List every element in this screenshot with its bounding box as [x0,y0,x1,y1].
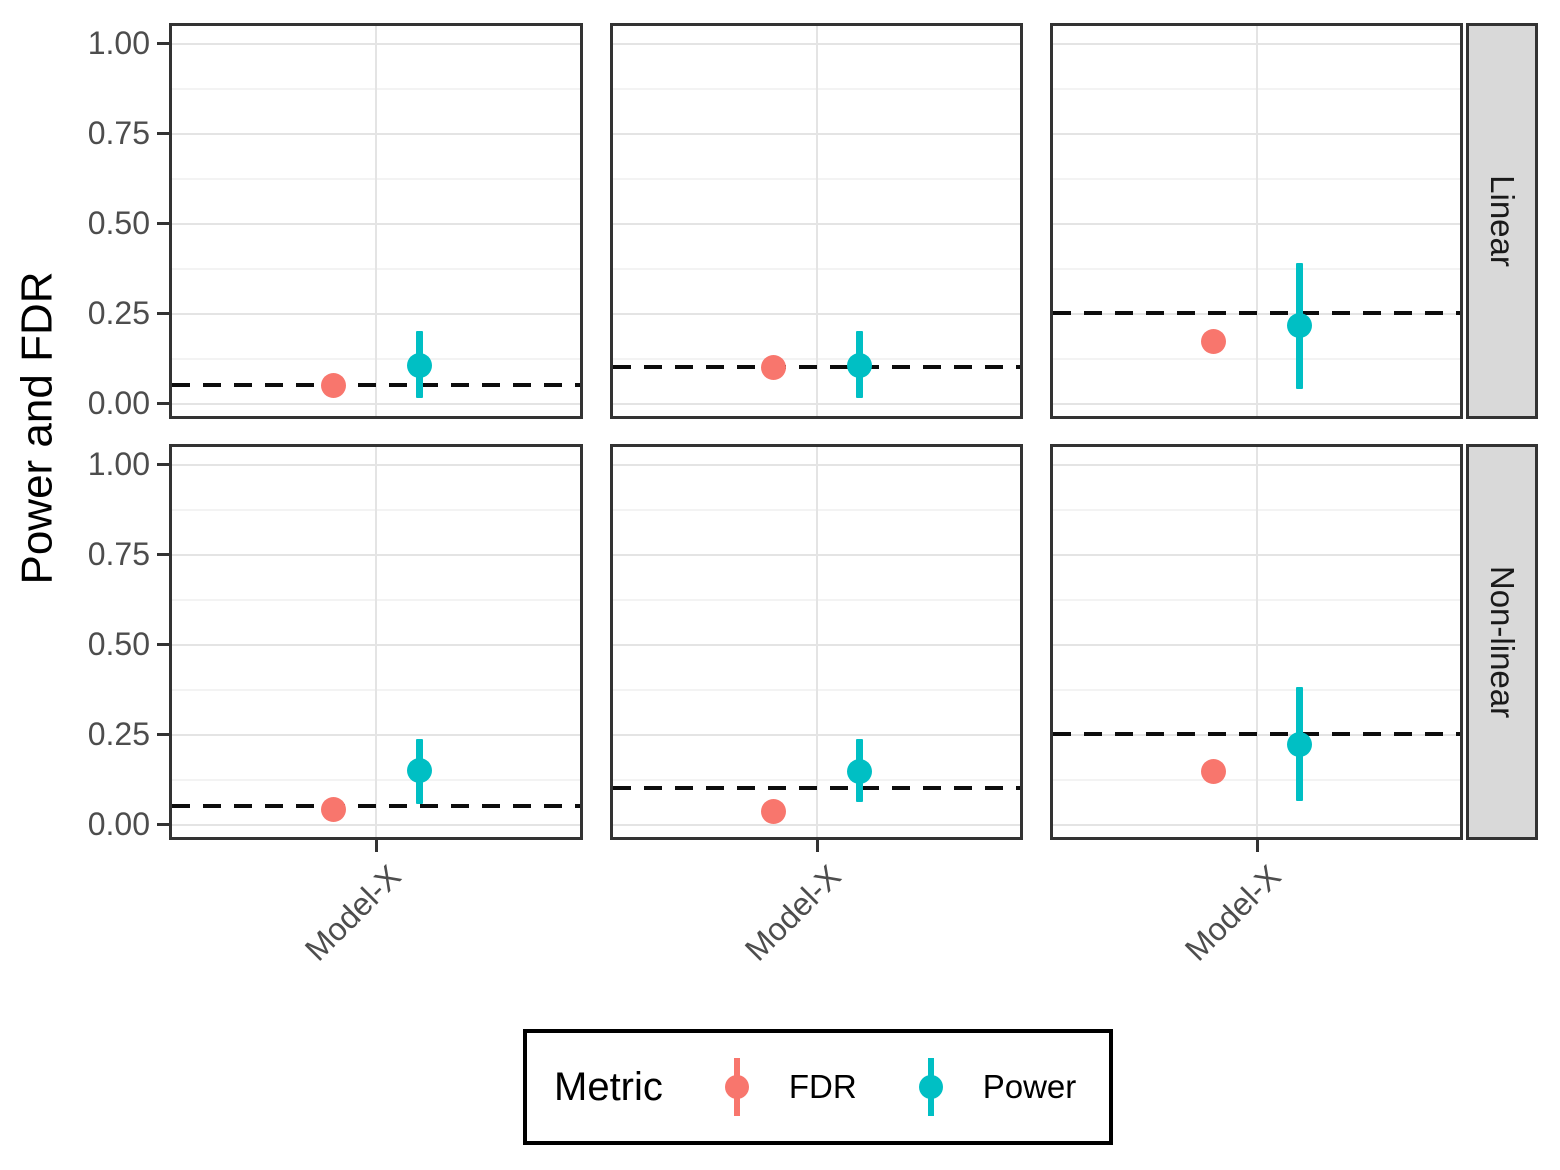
target-fdr-dashed-line [1053,311,1460,315]
x-tick-label-model-x: Model-X [1178,858,1288,968]
target-fdr-dashed-line [613,365,1020,369]
y-tick-mark [157,463,169,466]
facet-strip-non-linear: Non-linear [1466,444,1538,840]
target-fdr-dashed-line [172,804,580,808]
gridline-vertical [815,26,818,416]
facet-strip-label: Non-linear [1484,565,1521,719]
y-tick-mark [157,312,169,315]
power-pointrange-key-icon [918,1058,943,1116]
legend-label-power: Power [982,1068,1077,1105]
panel-linear-3 [1050,23,1463,419]
x-tick-label-model-x: Model-X [738,858,848,968]
gridline-vertical [1255,447,1258,837]
power-point [406,757,432,783]
y-tick-label: 1.00 [87,25,150,61]
legend-item-power: Power [918,1058,1077,1116]
gridline-vertical [375,26,377,416]
target-fdr-dashed-line [613,786,1020,790]
y-tick-label: 0.25 [87,716,150,752]
fdr-point [761,798,786,824]
y-tick-mark [157,823,169,826]
y-tick-label: 0.75 [87,536,150,572]
y-tick-label: 1.00 [87,446,150,482]
y-tick-mark [157,733,169,736]
legend: Metric FDR Power [523,1029,1113,1145]
x-tick-mark [1255,840,1259,852]
x-tick-mark [815,840,819,852]
y-tick-label: 0.50 [87,626,150,662]
x-tick-label-model-x: Model-X [297,858,408,968]
panel-linear-1 [169,23,583,419]
power-point [406,352,432,378]
power-point [847,352,872,378]
legend-title: Metric [554,1064,663,1109]
y-tick-label: 0.00 [87,806,150,842]
x-tick-mark [375,840,378,852]
target-fdr-dashed-line [172,383,580,387]
y-tick-label: 0.75 [87,115,150,151]
fdr-point [320,797,346,823]
panel-linear-2 [610,23,1023,419]
fdr-point [320,372,346,398]
y-tick-label: 0.50 [87,205,150,241]
target-fdr-dashed-line [1053,732,1460,736]
facet-strip-label: Linear [1484,175,1522,267]
y-tick-mark [157,643,169,646]
fdr-point [1201,329,1226,355]
fdr-point [761,354,786,380]
power-point [1287,732,1312,758]
panel-non-linear-3 [1050,444,1463,840]
y-tick-label: 0.00 [87,385,150,421]
panel-non-linear-2 [610,444,1023,840]
gridline-vertical [375,447,377,837]
legend-item-fdr: FDR [724,1058,857,1116]
fdr-point [1201,759,1226,785]
gridline-vertical [815,447,818,837]
fdr-pointrange-key-icon [724,1058,749,1116]
y-tick-mark [157,42,169,45]
power-point [1287,313,1312,339]
legend-label-fdr: FDR [788,1068,857,1105]
y-tick-mark [157,402,169,405]
y-tick-mark [157,222,169,225]
y-tick-mark [157,553,169,556]
power-point [847,759,872,785]
facet-strip-linear: Linear [1466,23,1538,419]
gridline-vertical [1255,26,1258,416]
y-tick-label: 0.25 [87,295,150,331]
panel-non-linear-1 [169,444,583,840]
y-tick-mark [157,132,169,135]
